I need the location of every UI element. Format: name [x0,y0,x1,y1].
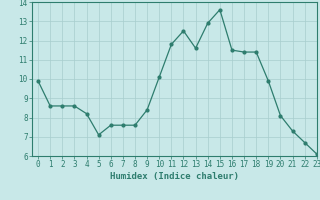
X-axis label: Humidex (Indice chaleur): Humidex (Indice chaleur) [110,172,239,181]
